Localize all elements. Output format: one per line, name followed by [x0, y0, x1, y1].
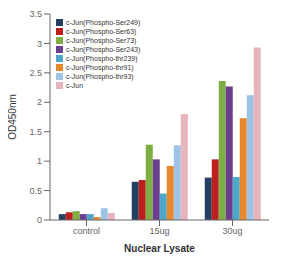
- svg-text:control: control: [73, 226, 100, 236]
- svg-text:2: 2: [37, 97, 42, 107]
- html-text:c-Jun(Phospho-thr239): c-Jun(Phospho-thr239): [66, 55, 138, 62]
- html-text:c-Jun(Phospho-Ser249): c-Jun(Phospho-Ser249): [66, 19, 141, 26]
- svg-text:OD450nm: OD450nm: [8, 94, 18, 140]
- svg-text:2.5: 2.5: [29, 68, 42, 78]
- svg-text:30ug: 30ug: [222, 226, 242, 236]
- html-text:c-Jun(Phospho-thr93): c-Jun(Phospho-thr93): [66, 73, 134, 80]
- svg-text:3: 3: [37, 39, 42, 49]
- svg-text:0.5: 0.5: [29, 186, 42, 196]
- html-text:c-Jun(Phospho-Ser73): c-Jun(Phospho-Ser73): [66, 37, 137, 44]
- svg-text:Nuclear Lysate: Nuclear Lysate: [124, 243, 195, 254]
- svg-text:1.5: 1.5: [29, 127, 42, 137]
- html-text:c-Jun(Phospho-Ser63): c-Jun(Phospho-Ser63): [66, 28, 137, 35]
- svg-text:3.5: 3.5: [29, 9, 42, 19]
- html-text:c-Jun(Phospho-thr91): c-Jun(Phospho-thr91): [66, 64, 134, 71]
- svg-text:15ug: 15ug: [149, 226, 169, 236]
- svg-text:1: 1: [37, 156, 42, 166]
- html-text:c-Jun: c-Jun: [66, 82, 84, 89]
- svg-text:0: 0: [37, 215, 42, 225]
- html-text:c-Jun(Phospho-Ser243): c-Jun(Phospho-Ser243): [66, 46, 141, 53]
